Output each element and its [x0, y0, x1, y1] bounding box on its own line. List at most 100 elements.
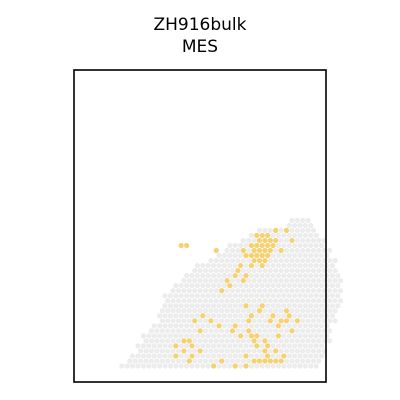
tissue-spot: [324, 323, 330, 329]
tissue-spot: [205, 293, 211, 299]
tissue-spot: [300, 318, 306, 324]
tissue-spot: [302, 242, 308, 249]
highlighted-spot: [189, 343, 195, 349]
tissue-spot: [197, 308, 203, 314]
tissue-spot: [208, 348, 214, 354]
tissue-spot: [178, 283, 184, 289]
tissue-spot: [211, 343, 217, 349]
tissue-spot: [189, 323, 195, 329]
highlighted-spot: [246, 318, 252, 324]
tissue-spot: [313, 273, 319, 279]
tissue-spot: [283, 338, 290, 344]
tissue-spot: [265, 363, 271, 369]
highlighted-spot: [197, 328, 203, 334]
tissue-spot: [248, 363, 254, 369]
tissue-spot: [313, 252, 319, 259]
tissue-spot: [270, 353, 276, 359]
tissue-spot: [273, 288, 279, 294]
highlighted-spot: [283, 318, 290, 324]
tissue-spot: [259, 323, 265, 329]
highlighted-spot: [248, 242, 254, 249]
tissue-spot: [302, 262, 308, 269]
tissue-spot: [240, 237, 246, 244]
tissue-spot: [189, 363, 195, 369]
highlighted-spot: [273, 348, 279, 354]
tissue-spot: [208, 257, 214, 264]
tissue-spot: [316, 318, 322, 324]
tissue-spot: [205, 363, 211, 369]
tissue-spot: [184, 343, 190, 349]
tissue-spot: [283, 298, 290, 304]
tissue-spot: [294, 288, 300, 294]
tissue-spot: [216, 262, 222, 269]
tissue-spot: [170, 348, 176, 354]
highlighted-spot: [240, 247, 246, 254]
tissue-spot: [316, 267, 322, 274]
tissue-spot: [232, 313, 238, 319]
tissue-spot: [205, 313, 211, 319]
tissue-spot: [216, 363, 222, 369]
tissue-spot: [240, 298, 246, 304]
highlighted-spot: [267, 318, 273, 324]
tissue-spot: [265, 262, 271, 269]
tissue-spot: [319, 262, 325, 269]
highlighted-spot: [243, 252, 249, 259]
tissue-spot: [219, 308, 225, 314]
tissue-spot: [283, 328, 290, 334]
tissue-spot: [324, 293, 330, 299]
tissue-spot: [202, 288, 209, 294]
tissue-spot: [221, 252, 227, 259]
tissue-spot: [302, 313, 308, 319]
tissue-spot: [240, 348, 246, 354]
highlighted-spot: [265, 252, 271, 259]
tissue-spot: [313, 323, 319, 329]
tissue-spot: [238, 343, 244, 349]
tissue-spot: [240, 288, 246, 294]
tissue-spot: [143, 338, 149, 344]
tissue-spot: [219, 257, 225, 264]
tissue-spot: [227, 273, 233, 279]
tissue-spot: [270, 262, 276, 269]
tissue-spot: [259, 273, 265, 279]
tissue-spot: [200, 273, 206, 279]
tissue-spot: [165, 328, 171, 334]
tissue-spot: [189, 273, 195, 279]
tissue-spot: [200, 343, 206, 349]
tissue-spot: [240, 338, 246, 344]
tissue-spot: [332, 267, 338, 274]
tissue-spot: [165, 308, 171, 314]
tissue-spot: [265, 303, 271, 309]
tissue-spot: [135, 363, 141, 369]
tissue-spot: [135, 353, 141, 359]
tissue-spot: [270, 333, 276, 339]
highlighted-spot: [181, 338, 187, 344]
tissue-spot: [332, 288, 338, 294]
tissue-spot: [302, 333, 308, 339]
highlighted-spot: [262, 247, 268, 254]
tissue-spot: [313, 343, 319, 349]
tissue-spot: [294, 328, 300, 334]
tissue-spot: [329, 273, 335, 279]
tissue-spot: [146, 353, 152, 359]
highlighted-spot: [248, 333, 254, 339]
highlighted-spot: [178, 242, 184, 249]
tissue-spot: [292, 273, 298, 279]
tissue-spot: [211, 293, 217, 299]
tissue-spot: [256, 278, 263, 284]
tissue-spot: [146, 333, 152, 339]
tissue-spot: [286, 252, 292, 259]
tissue-spot: [292, 323, 298, 329]
tissue-spot: [154, 348, 160, 354]
tissue-spot: [211, 283, 217, 289]
tissue-spot: [319, 353, 325, 359]
tissue-spot: [229, 318, 236, 324]
tissue-spot: [173, 293, 179, 299]
tissue-spot: [140, 353, 146, 359]
tissue-spot: [254, 283, 260, 289]
tissue-spot: [297, 232, 303, 239]
tissue-spot: [259, 283, 265, 289]
tissue-spot: [205, 353, 211, 359]
tissue-spot: [267, 267, 273, 274]
tissue-spot: [216, 343, 222, 349]
tissue-spot: [194, 273, 200, 279]
